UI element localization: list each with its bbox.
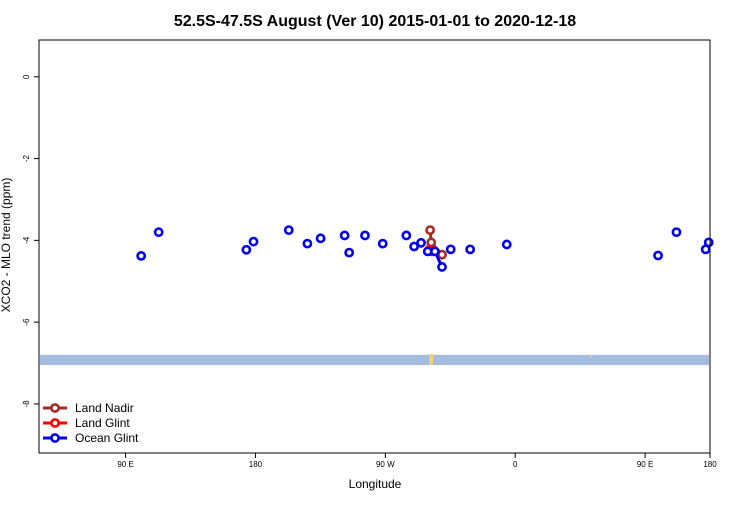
x-tick-label: 180: [703, 460, 717, 469]
data-point: [416, 237, 426, 248]
data-point: [437, 262, 447, 272]
x-tick-label: 90 E: [117, 460, 133, 469]
data-point: [429, 246, 440, 257]
legend-label: Land Nadir: [75, 401, 134, 415]
series-ocean-glint: [136, 225, 714, 272]
chart-title: 52.5S-47.5S August (Ver 10) 2015-01-01 t…: [174, 13, 576, 30]
data-point: [501, 239, 512, 250]
plot-frame: [38, 39, 711, 454]
land-feature: [429, 353, 434, 366]
x-tick-label: 180: [249, 460, 263, 469]
x-axis: 90 E 180 90 W 0 90 E 180: [117, 453, 717, 469]
data-point: [653, 250, 663, 261]
map-band-strip: [40, 354, 709, 366]
legend-marker: [50, 403, 60, 413]
y-tick-label: -2: [22, 154, 31, 162]
x-axis-label: Longitude: [349, 477, 402, 491]
x-tick-label: 0: [513, 460, 518, 469]
data-point: [344, 247, 355, 258]
legend-label: Land Glint: [75, 416, 130, 430]
data-point: [360, 230, 370, 241]
data-point: [153, 227, 164, 238]
x-tick-label: 90 E: [637, 460, 653, 469]
data-point: [136, 251, 147, 261]
y-tick-label: -8: [22, 400, 31, 408]
legend-label: Ocean Glint: [75, 431, 139, 445]
data-point: [409, 241, 420, 252]
data-point: [248, 236, 259, 247]
data-point: [401, 230, 412, 241]
data-point: [283, 225, 294, 236]
y-axis: 0 -2 -4 -6 -8: [22, 74, 39, 407]
land-map-band: [40, 353, 709, 366]
data-point: [703, 237, 714, 248]
legend-marker: [50, 433, 60, 443]
x-tick-label: 90 W: [376, 460, 395, 469]
land-feature-dot: [589, 355, 593, 359]
data-point: [339, 230, 350, 241]
data-point: [445, 244, 456, 255]
y-tick-label: 0: [22, 74, 31, 79]
data-point: [241, 244, 252, 255]
y-tick-label: -6: [22, 318, 31, 326]
data-point: [465, 244, 476, 255]
data-point: [315, 233, 326, 244]
legend-marker: [50, 418, 60, 428]
data-point: [377, 238, 388, 249]
data-point: [425, 225, 436, 236]
data-point: [671, 227, 682, 238]
y-tick-label: -4: [22, 236, 31, 244]
series-layer: [136, 225, 714, 272]
data-point: [302, 238, 313, 249]
y-axis-label: XCO2 - MLO trend (ppm): [0, 178, 13, 313]
